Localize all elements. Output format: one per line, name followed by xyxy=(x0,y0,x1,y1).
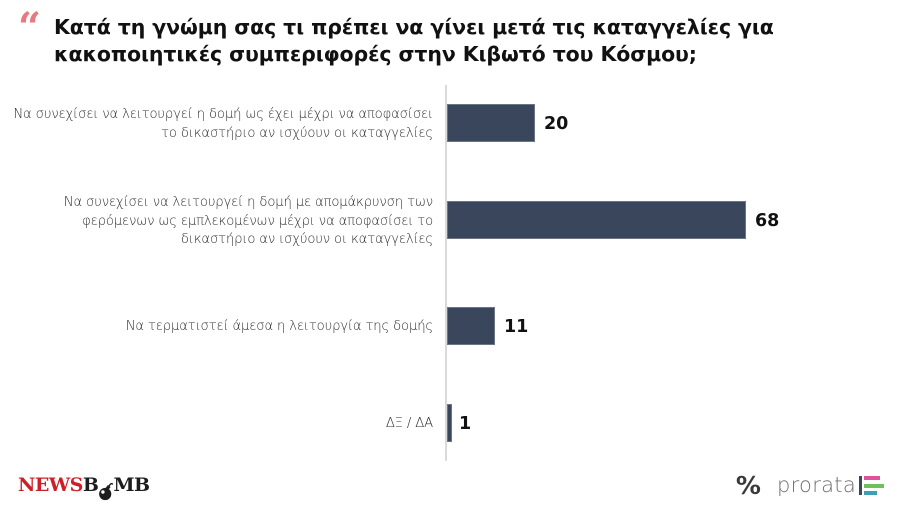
bar-category-label: Να συνεχίσει να λειτουργεί η δομή ως έχε… xyxy=(13,107,433,141)
bar-value-label: 68 xyxy=(755,211,780,231)
chart-axis-line xyxy=(445,85,447,461)
newsbomb-logo-news-text: NEWS xyxy=(18,474,83,496)
prorata-branding[interactable]: % prorata xyxy=(736,473,884,498)
prorata-logo[interactable]: prorata xyxy=(777,475,884,496)
bar-segment xyxy=(447,201,746,239)
newsbomb-logo-bomb-text-post: MB xyxy=(113,474,150,496)
chart-title: Κατά τη γνώμη σας τι πρέπει να γίνει μετ… xyxy=(54,15,774,67)
bomb-icon-svg xyxy=(99,482,114,501)
bar-category-label: Να τερματιστεί άμεσα η λειτουργία της δο… xyxy=(125,319,433,334)
bar-value-label: 1 xyxy=(459,414,472,434)
bar-value-label: 11 xyxy=(504,317,529,337)
bar-value-label: 20 xyxy=(544,114,569,134)
bar-chart-mark-bar-1 xyxy=(864,476,880,480)
chart-header: “ Κατά τη γνώμη σας τι πρέπει να γίνει μ… xyxy=(0,0,900,82)
newsbomb-logo-bomb-text-pre: B xyxy=(82,474,99,496)
bar-segment xyxy=(447,404,452,442)
bar-segment xyxy=(447,104,535,142)
prorata-wordmark: prorata xyxy=(776,473,856,497)
percent-icon: % xyxy=(735,471,761,500)
bar-chart: Να συνεχίσει να λειτουργεί η δομή ως έχε… xyxy=(0,82,900,464)
bar-chart-mark-bar-3 xyxy=(864,491,877,495)
bar-category-label: Να συνεχίσει να λειτουργεί η δομή με απο… xyxy=(63,195,433,248)
newsbomb-logo[interactable]: NEWSB MB xyxy=(18,474,150,501)
footer: NEWSB MB % prorata xyxy=(0,464,900,506)
bar-chart-mark-stem xyxy=(859,476,862,495)
bar-segment xyxy=(447,307,495,345)
quote-mark-icon: “ xyxy=(18,4,41,51)
bar-chart-mark-icon xyxy=(859,476,884,495)
bar-chart-mark-bars xyxy=(864,476,884,495)
bar-chart-mark-bar-2 xyxy=(864,483,884,488)
bar-category-label: ΔΞ / ΔΑ xyxy=(385,416,433,431)
